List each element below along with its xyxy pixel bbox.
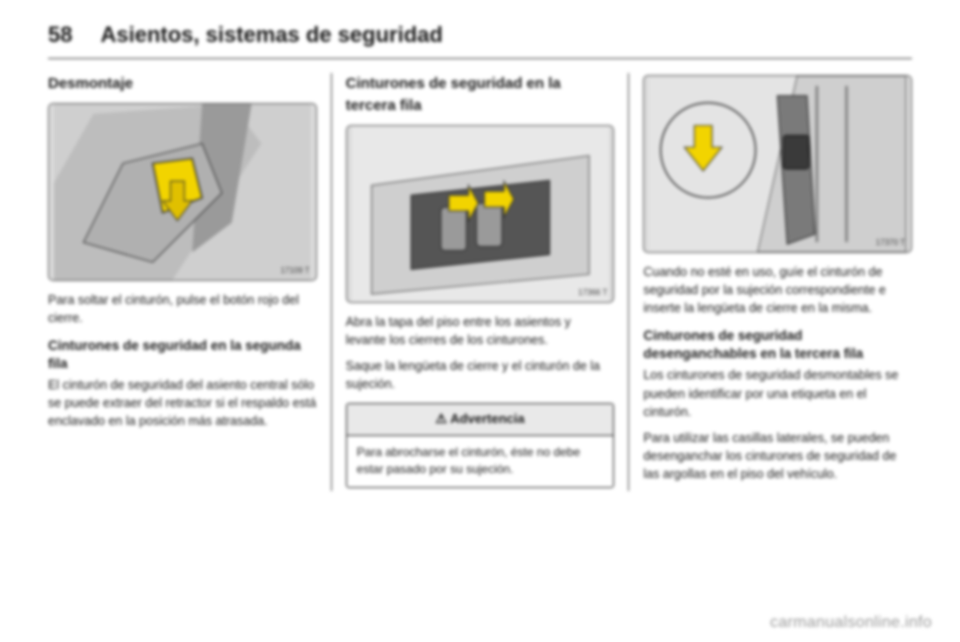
header-rule (48, 58, 912, 59)
warning-box: ⚠ Advertencia Para abrocharse el cinturó… (346, 403, 615, 488)
floor-buckles-illustration (347, 126, 614, 302)
column-1: Desmontaje 17109 T Para soltar el cintur… (48, 73, 332, 491)
col1-p1: Para soltar el cinturón, pulse el botón … (48, 291, 317, 327)
column-2: Cinturones de seguridad en la tercera fi… (332, 73, 630, 491)
col3-h4: Cinturones de seguridad desenganchables … (643, 327, 912, 362)
col1-h4: Cinturones de seguridad en la segunda fi… (48, 337, 317, 372)
belt-guide-illustration (644, 76, 911, 252)
col2-p2: Saque la lengüeta de cierre y el cinturó… (346, 357, 615, 393)
col1-p2: El cinturón de seguridad del asiento cen… (48, 376, 317, 430)
col1-heading: Desmontaje (48, 73, 317, 95)
col2-heading: Cinturones de seguridad en la tercera fi… (346, 73, 615, 117)
page-number: 58 (48, 22, 72, 48)
col3-p1: Cuando no esté en uso, guíe el cinturón … (643, 263, 912, 317)
figure-belt-guide: 17370 T (643, 75, 912, 253)
figure-id-2: 17366 T (578, 287, 607, 299)
figure-floor-buckles: 17366 T (346, 125, 615, 303)
seatbelt-release-illustration (49, 104, 316, 280)
figure-id-1: 17109 T (280, 265, 309, 277)
warning-header: ⚠ Advertencia (347, 404, 614, 436)
warning-title: Advertencia (450, 411, 524, 426)
col3-p3: Para utilizar las casillas laterales, se… (643, 429, 912, 483)
warning-body: Para abrocharse el cinturón, éste no deb… (347, 436, 614, 487)
col3-p2: Los cinturones de seguridad desmontables… (643, 366, 912, 420)
figure-seatbelt-release: 17109 T (48, 103, 317, 281)
watermark: carmanualsonline.info (770, 614, 932, 632)
col2-p1: Abra la tapa del piso entre los asientos… (346, 313, 615, 349)
chapter-title: Asientos, sistemas de seguridad (100, 22, 442, 48)
warning-icon: ⚠ (435, 411, 447, 426)
figure-id-3: 17370 T (876, 237, 905, 249)
content-columns: Desmontaje 17109 T Para soltar el cintur… (48, 73, 912, 491)
column-3: 17370 T Cuando no esté en uso, guíe el c… (629, 73, 912, 491)
